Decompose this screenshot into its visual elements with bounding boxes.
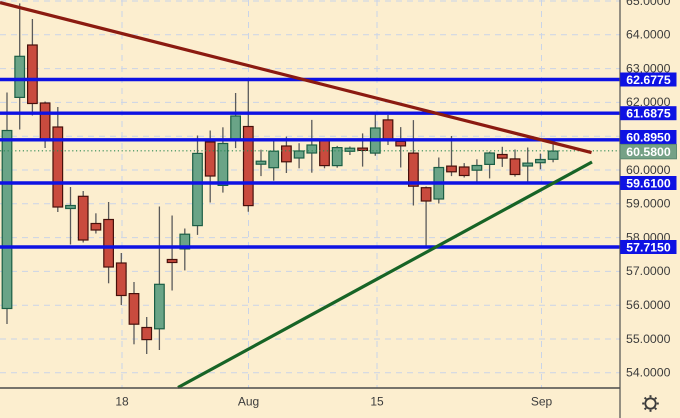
- svg-text:62.6775: 62.6775: [626, 73, 671, 87]
- svg-text:59.0000: 59.0000: [626, 197, 671, 211]
- svg-text:18: 18: [115, 395, 129, 409]
- svg-text:57.7150: 57.7150: [626, 240, 671, 254]
- svg-text:61.6875: 61.6875: [626, 107, 671, 121]
- svg-text:60.0000: 60.0000: [626, 163, 671, 177]
- svg-text:63.0000: 63.0000: [626, 61, 671, 75]
- svg-text:59.6100: 59.6100: [626, 176, 671, 190]
- svg-text:Aug: Aug: [238, 395, 259, 409]
- svg-text:57.0000: 57.0000: [626, 264, 671, 278]
- svg-text:54.0000: 54.0000: [626, 366, 671, 380]
- svg-text:60.5800: 60.5800: [626, 145, 671, 159]
- svg-text:62.0000: 62.0000: [626, 95, 671, 109]
- svg-text:55.0000: 55.0000: [626, 332, 671, 346]
- svg-text:15: 15: [370, 395, 384, 409]
- svg-text:60.8950: 60.8950: [626, 130, 671, 144]
- svg-text:Sep: Sep: [531, 395, 553, 409]
- svg-text:56.0000: 56.0000: [626, 298, 671, 312]
- svg-text:64.0000: 64.0000: [626, 28, 671, 42]
- svg-text:65.0000: 65.0000: [626, 0, 671, 8]
